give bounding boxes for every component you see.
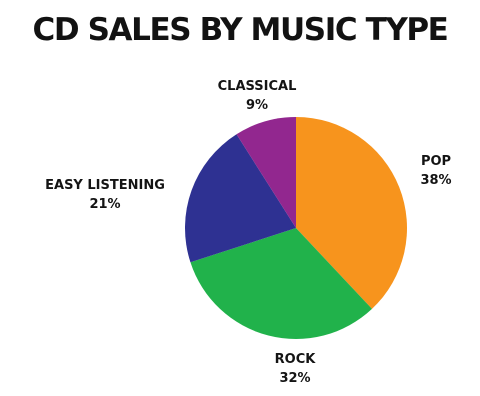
pie-slice-classical (236, 116, 296, 228)
slice-label-easy-listening-value: 21% (89, 197, 121, 212)
pie-slices (184, 116, 408, 340)
slice-label-rock-name: ROCK (274, 352, 316, 367)
pie-slice-pop (296, 117, 408, 309)
slice-label-pop-value: 38% (420, 173, 452, 188)
slice-label-pop-name: POP (420, 154, 452, 169)
slice-label-classical-value: 9% (245, 98, 269, 113)
chart-title: CD SALES BY MUSIC TYPE (32, 12, 449, 48)
pie-slice-easy-listening (184, 134, 296, 263)
pie-slice-rock (190, 228, 372, 340)
slice-label-classical: CLASSICAL 9% (218, 77, 297, 115)
slice-label-pop: POP 38% (420, 152, 451, 190)
slice-label-easy-listening-name: EASY LISTENING (45, 178, 165, 193)
slice-label-rock: ROCK 32% (275, 350, 316, 388)
slice-label-rock-value: 32% (279, 371, 311, 386)
slice-label-easy-listening: EASY LISTENING 21% (45, 176, 165, 214)
slice-label-classical-name: CLASSICAL (217, 79, 297, 94)
